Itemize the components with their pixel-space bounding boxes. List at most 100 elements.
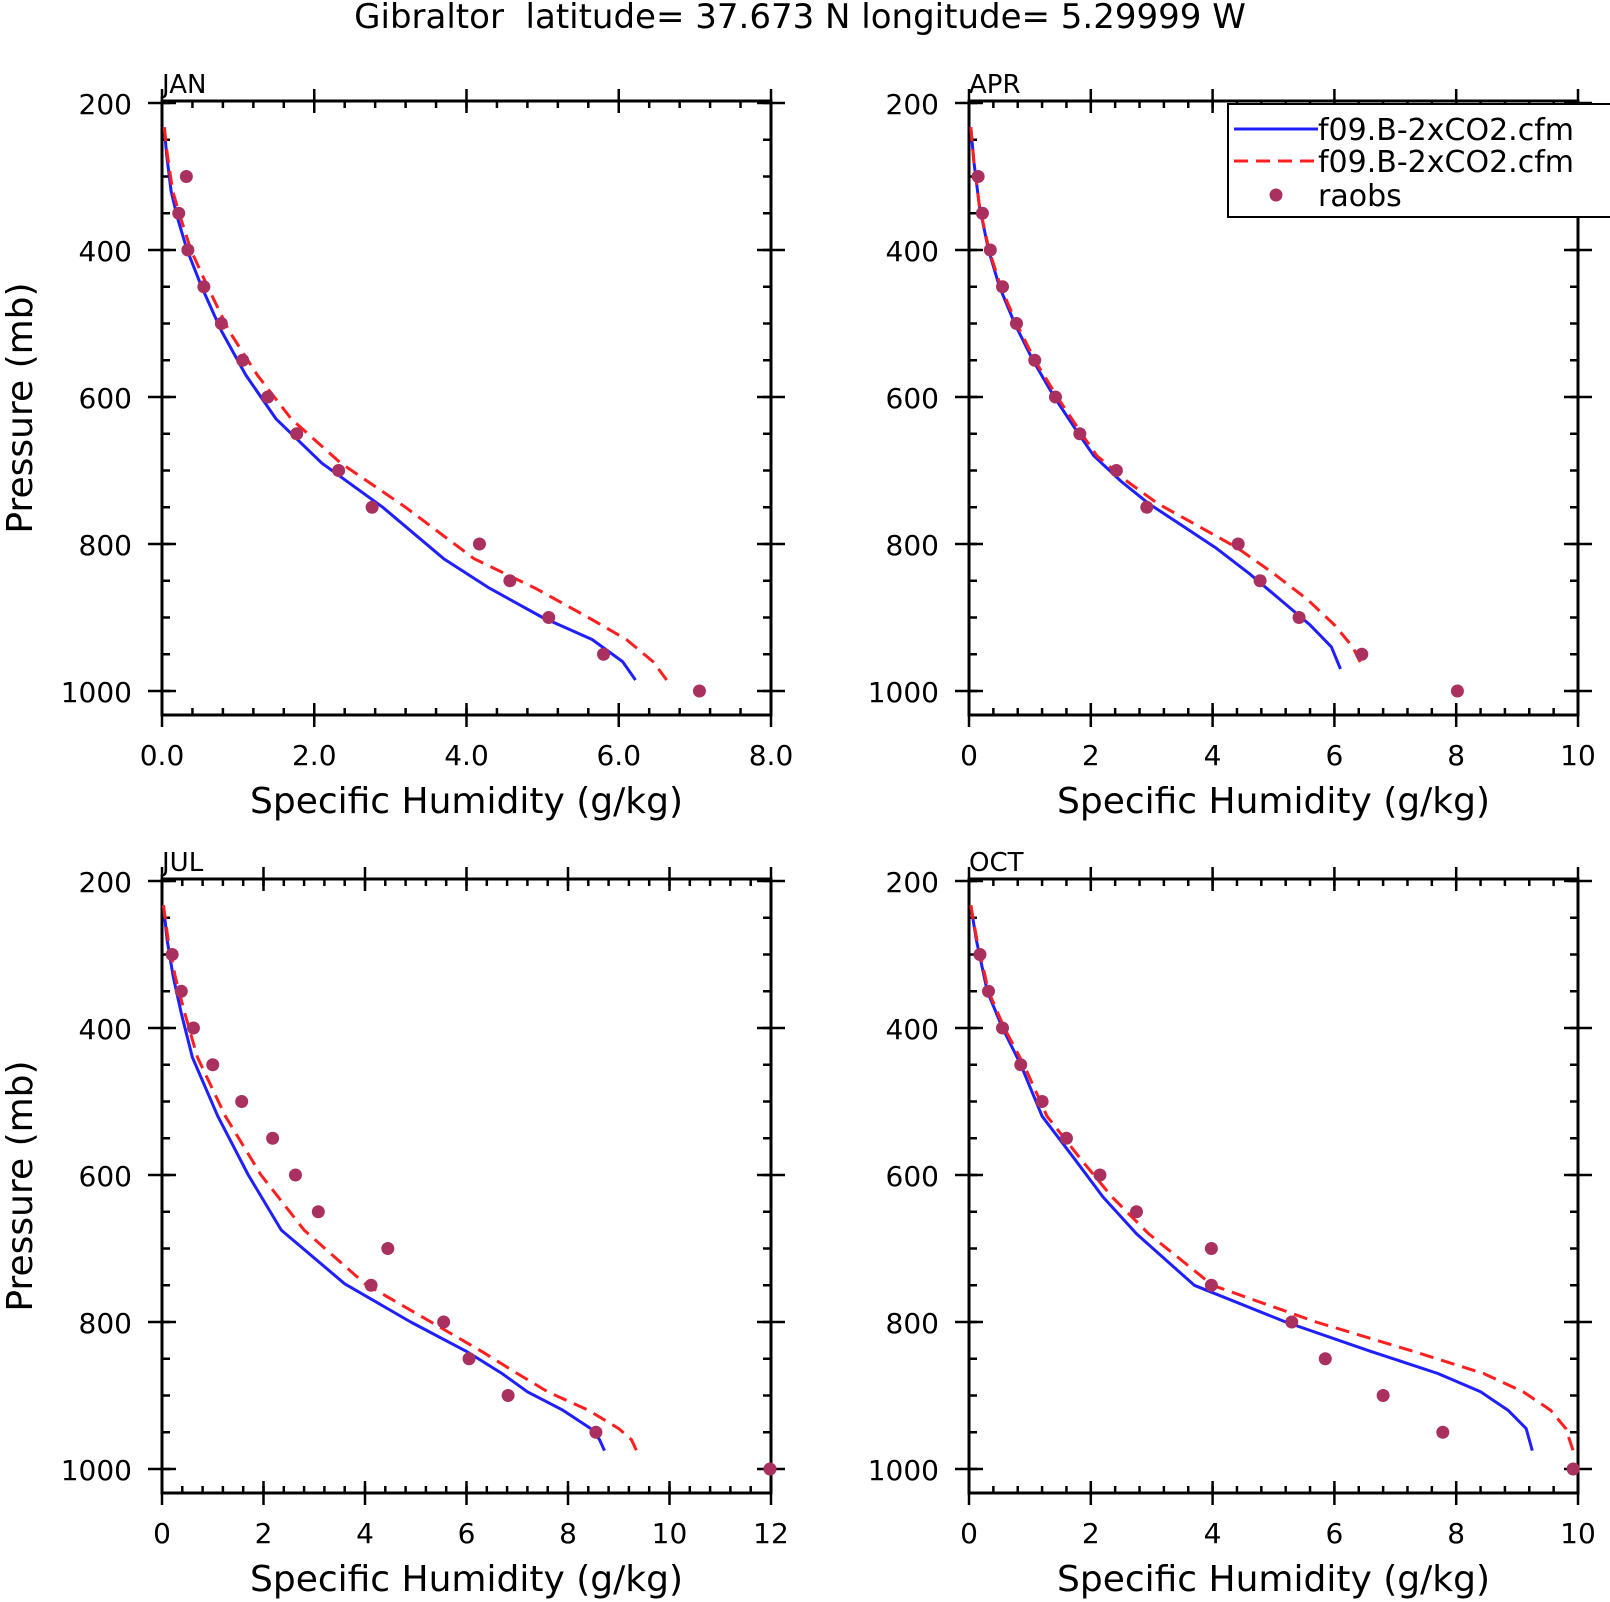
- raobs-marker: [165, 948, 179, 961]
- x-tick-label: 4: [1204, 1517, 1222, 1550]
- y-tick-label: 1000: [61, 676, 132, 709]
- raobs-marker: [1014, 1058, 1028, 1072]
- figure-title: Gibraltor latitude= 37.673 N longitude= …: [354, 0, 1246, 37]
- x-tick-label: 6.0: [596, 739, 641, 772]
- y-axis-label: Pressure (mb): [0, 282, 41, 533]
- model-line-solid: [162, 905, 606, 1452]
- raobs-marker: [995, 1021, 1009, 1035]
- raobs-marker: [1010, 317, 1024, 330]
- raobs-marker: [971, 170, 985, 183]
- raobs-marker: [365, 500, 379, 514]
- raobs-marker: [1204, 1278, 1218, 1292]
- raobs-marker: [995, 280, 1009, 294]
- y-tick-label: 800: [79, 529, 132, 562]
- panel-title: APR: [969, 70, 1021, 100]
- y-tick-label: 800: [79, 1307, 132, 1340]
- x-tick-label: 0: [960, 739, 978, 772]
- raobs-marker: [1355, 647, 1369, 661]
- raobs-marker: [542, 611, 556, 624]
- raobs-marker: [472, 537, 486, 551]
- y-tick-label: 600: [886, 382, 939, 415]
- y-tick-label: 1000: [61, 1454, 132, 1487]
- x-axis-label: Specific Humidity (g/kg): [250, 781, 683, 822]
- y-axis-label: Pressure (mb): [0, 1060, 41, 1311]
- raobs-marker: [1028, 353, 1042, 367]
- raobs-marker: [197, 280, 211, 294]
- raobs-marker: [172, 206, 186, 220]
- raobs-marker: [1129, 1205, 1143, 1219]
- x-axis-label: Specific Humidity (g/kg): [250, 1559, 683, 1600]
- raobs-marker: [266, 1131, 280, 1145]
- raobs-marker: [1318, 1352, 1332, 1366]
- raobs-marker: [214, 317, 228, 330]
- x-tick-label: 10: [1560, 1517, 1596, 1550]
- legend-entry-label: f09.B-2xCO2.cfm: [1318, 145, 1574, 180]
- x-tick-label: 0: [960, 1517, 978, 1550]
- plot-frame: [967, 99, 1580, 717]
- raobs-marker: [983, 243, 997, 257]
- raobs-marker: [1140, 500, 1154, 514]
- y-tick-label: 400: [79, 1013, 132, 1046]
- panel-title: JAN: [160, 70, 206, 100]
- y-tick-label: 600: [79, 382, 132, 415]
- raobs-marker: [692, 684, 706, 698]
- y-tick-label: 200: [79, 866, 132, 899]
- raobs-marker: [236, 353, 250, 367]
- raobs-marker: [261, 390, 275, 404]
- x-tick-label: 0: [153, 1517, 171, 1550]
- x-tick-label: 6: [1325, 739, 1343, 772]
- y-tick-label: 200: [886, 88, 939, 121]
- plot-frame: [967, 877, 1580, 1495]
- raobs-marker: [311, 1205, 325, 1219]
- raobs-marker: [1285, 1315, 1299, 1329]
- x-tick-label: 8: [1447, 1517, 1465, 1550]
- y-tick-label: 200: [886, 866, 939, 899]
- model-line-dashed: [969, 127, 1365, 670]
- y-tick-label: 600: [886, 1160, 939, 1193]
- raobs-marker: [181, 243, 195, 257]
- y-tick-label: 800: [886, 529, 939, 562]
- x-tick-label: 2: [1082, 1517, 1100, 1550]
- raobs-marker: [503, 574, 517, 588]
- raobs-marker: [381, 1242, 395, 1255]
- raobs-marker: [1048, 390, 1062, 404]
- raobs-marker: [763, 1462, 777, 1476]
- x-tick-label: 4: [1204, 739, 1222, 772]
- legend-entry-label: raobs: [1318, 179, 1402, 214]
- raobs-marker: [186, 1021, 200, 1035]
- panel-title: OCT: [969, 848, 1024, 878]
- raobs-marker: [290, 427, 304, 441]
- model-line-dashed: [969, 905, 1575, 1452]
- x-tick-label: 8: [559, 1517, 577, 1550]
- y-tick-label: 1000: [868, 676, 939, 709]
- raobs-marker: [332, 464, 346, 477]
- raobs-marker: [174, 984, 188, 998]
- raobs-marker: [462, 1352, 476, 1366]
- raobs-marker: [1093, 1168, 1107, 1182]
- x-tick-label: 8.0: [749, 739, 794, 772]
- raobs-marker: [597, 647, 611, 661]
- raobs-marker: [1204, 1242, 1218, 1255]
- legend-entry-label: f09.B-2xCO2.cfm: [1318, 113, 1574, 148]
- x-tick-label: 6: [1325, 1517, 1343, 1550]
- y-tick-label: 400: [886, 235, 939, 268]
- x-tick-label: 2: [255, 1517, 273, 1550]
- raobs-marker: [1253, 574, 1267, 588]
- y-tick-label: 1000: [868, 1454, 939, 1487]
- panel-title: JUL: [160, 848, 204, 878]
- y-tick-label: 400: [886, 1013, 939, 1046]
- x-tick-label: 12: [753, 1517, 789, 1550]
- raobs-marker: [981, 984, 995, 998]
- raobs-marker: [1109, 464, 1123, 477]
- raobs-marker: [1566, 1462, 1580, 1476]
- legend-marker-swatch: [1269, 188, 1283, 202]
- x-tick-label: 2: [1082, 739, 1100, 772]
- y-tick-label: 200: [79, 88, 132, 121]
- raobs-marker: [437, 1315, 451, 1329]
- raobs-marker: [1450, 684, 1464, 698]
